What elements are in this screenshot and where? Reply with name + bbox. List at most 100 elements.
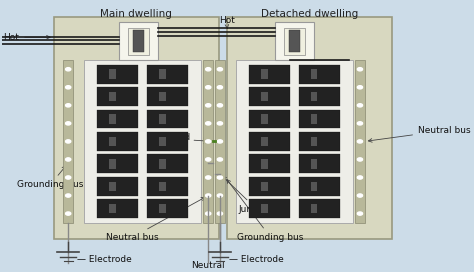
Circle shape (65, 104, 71, 107)
Bar (275, 22, 314, 60)
Bar (310, 114, 318, 124)
Bar (97, 87, 138, 106)
Circle shape (357, 176, 363, 179)
Bar (228, 17, 392, 239)
Bar (249, 87, 290, 106)
Text: Grounding bus: Grounding bus (227, 180, 304, 242)
Bar (109, 114, 116, 124)
Bar (261, 137, 268, 146)
Text: Neutral bus: Neutral bus (368, 126, 471, 142)
Bar (249, 154, 290, 173)
Bar (159, 204, 166, 214)
Bar (261, 69, 268, 79)
Bar (97, 199, 138, 218)
Bar (97, 65, 138, 84)
Circle shape (217, 140, 222, 143)
Bar (147, 177, 188, 196)
Circle shape (206, 122, 211, 125)
Bar (159, 181, 166, 191)
Bar (109, 69, 116, 79)
Bar (261, 92, 268, 101)
Bar (310, 92, 318, 101)
Bar (159, 114, 166, 124)
Bar (299, 65, 340, 84)
Bar (283, 28, 305, 55)
Bar (261, 204, 268, 214)
Bar (97, 132, 138, 151)
Bar (249, 177, 290, 196)
Circle shape (206, 140, 211, 143)
Circle shape (217, 122, 222, 125)
Circle shape (357, 86, 363, 89)
Bar (109, 204, 116, 214)
Circle shape (217, 176, 222, 179)
Circle shape (206, 212, 211, 215)
Bar (147, 199, 188, 218)
Bar (147, 65, 188, 84)
Bar (299, 87, 340, 106)
Bar (215, 60, 225, 222)
Bar (261, 181, 268, 191)
Text: Hot: Hot (219, 17, 235, 29)
Bar (128, 28, 149, 55)
Circle shape (65, 194, 71, 197)
Bar (355, 60, 365, 222)
Bar (310, 204, 318, 214)
Bar (310, 69, 318, 79)
Bar (159, 69, 166, 79)
Bar (54, 17, 219, 239)
Circle shape (217, 104, 222, 107)
Circle shape (65, 158, 71, 161)
Bar (249, 110, 290, 128)
Bar (97, 177, 138, 196)
Bar (299, 199, 340, 218)
Text: Detached dwelling: Detached dwelling (261, 9, 358, 19)
Text: Main dwelling: Main dwelling (100, 9, 172, 19)
Text: — Electrode: — Electrode (77, 255, 132, 264)
Circle shape (206, 158, 211, 161)
Bar (147, 154, 188, 173)
Circle shape (357, 158, 363, 161)
Bar (299, 110, 340, 128)
Text: Ground: Ground (157, 133, 191, 142)
Text: Jumpers: Jumpers (223, 177, 275, 214)
Circle shape (65, 212, 71, 215)
Circle shape (206, 104, 211, 107)
Circle shape (65, 176, 71, 179)
Bar (109, 159, 116, 169)
Bar (147, 110, 188, 128)
Bar (109, 92, 116, 101)
Bar (159, 159, 166, 169)
Bar (249, 132, 290, 151)
Bar (159, 92, 166, 101)
Bar (119, 22, 158, 60)
Circle shape (357, 122, 363, 125)
Text: Grounding bus: Grounding bus (17, 166, 83, 189)
Bar (261, 159, 268, 169)
Circle shape (65, 68, 71, 71)
Bar (310, 181, 318, 191)
Circle shape (217, 86, 222, 89)
Circle shape (206, 176, 211, 179)
Text: Neutral: Neutral (191, 261, 225, 270)
Bar (109, 137, 116, 146)
Bar (299, 132, 340, 151)
Text: — Electrode: — Electrode (228, 255, 283, 264)
Circle shape (217, 158, 222, 161)
Bar (97, 154, 138, 173)
Circle shape (206, 86, 211, 89)
Circle shape (217, 212, 222, 215)
Bar (249, 199, 290, 218)
Bar (310, 137, 318, 146)
Bar (310, 159, 318, 169)
Bar (299, 177, 340, 196)
Circle shape (206, 194, 211, 197)
Circle shape (65, 122, 71, 125)
Bar (261, 114, 268, 124)
Bar (249, 65, 290, 84)
Bar (84, 60, 201, 222)
Text: Hot: Hot (3, 33, 50, 42)
Circle shape (65, 140, 71, 143)
Bar (236, 60, 353, 222)
Circle shape (357, 68, 363, 71)
